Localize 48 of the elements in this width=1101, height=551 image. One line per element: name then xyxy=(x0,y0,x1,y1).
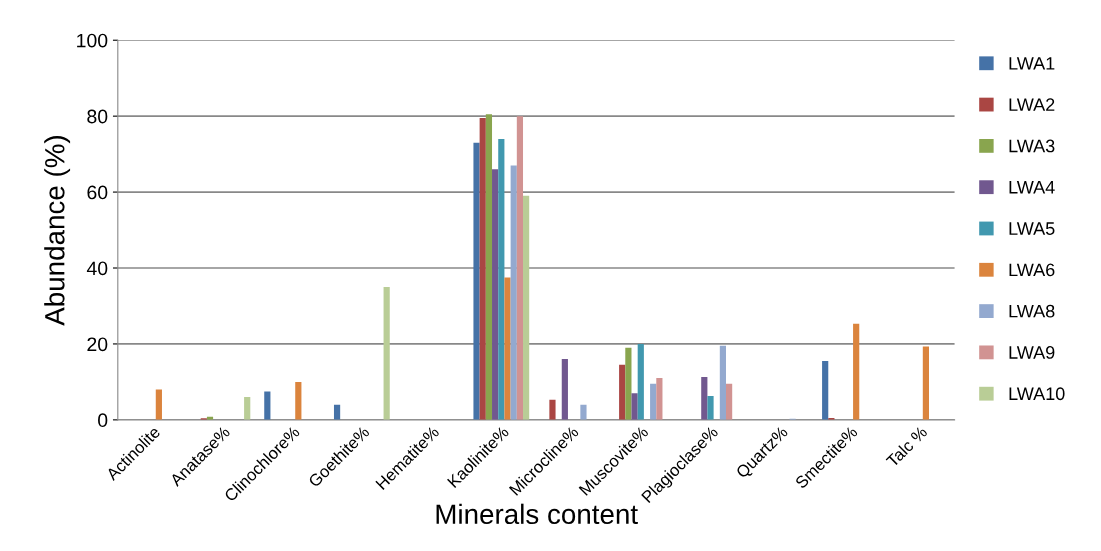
legend-label: LWA8 xyxy=(1009,304,1055,318)
bar xyxy=(264,391,271,420)
bar xyxy=(853,323,860,420)
bar xyxy=(631,393,638,420)
bar xyxy=(726,383,733,420)
legend-label: LWA10 xyxy=(1009,387,1065,401)
bar xyxy=(492,169,499,420)
bar xyxy=(719,345,727,420)
bar xyxy=(625,347,632,420)
legend-label: LWA3 xyxy=(1009,139,1055,153)
bar xyxy=(498,138,505,420)
bar xyxy=(922,346,929,420)
y-tick-label: 80 xyxy=(87,109,108,124)
bar xyxy=(244,397,251,420)
bar xyxy=(701,376,708,420)
y-tick-label: 20 xyxy=(87,337,108,352)
bar xyxy=(504,277,511,420)
bar xyxy=(656,378,663,420)
bar xyxy=(473,142,480,420)
y-tick-label: 40 xyxy=(86,261,108,276)
bar xyxy=(383,286,390,420)
bar xyxy=(707,395,714,420)
legend-label: LWA1 xyxy=(1009,57,1055,70)
bar xyxy=(549,399,556,420)
bar xyxy=(516,116,524,420)
y-axis-title: Abundance (%) xyxy=(44,136,71,326)
bar xyxy=(485,114,493,420)
y-tick-label: 0 xyxy=(98,413,108,428)
bar xyxy=(637,343,644,420)
bar xyxy=(822,361,829,420)
legend-label: LWA4 xyxy=(1009,181,1055,194)
x-axis-title: Minerals content xyxy=(436,503,638,525)
bar xyxy=(155,389,162,420)
bar xyxy=(580,404,587,420)
bar xyxy=(523,195,530,420)
bar xyxy=(650,383,657,420)
bar xyxy=(510,165,517,420)
y-tick-label: 100 xyxy=(77,33,108,48)
x-tick-label: Talc % xyxy=(885,425,928,468)
bar xyxy=(619,364,626,420)
legend-label: LWA9 xyxy=(1009,346,1055,359)
legend-label: LWA5 xyxy=(1009,222,1055,235)
y-tick-label: 60 xyxy=(87,185,108,200)
bar xyxy=(561,359,568,420)
legend-label: LWA2 xyxy=(1009,98,1055,111)
legend-label: LWA6 xyxy=(1009,263,1055,277)
bar xyxy=(295,381,302,420)
bar xyxy=(479,118,486,420)
